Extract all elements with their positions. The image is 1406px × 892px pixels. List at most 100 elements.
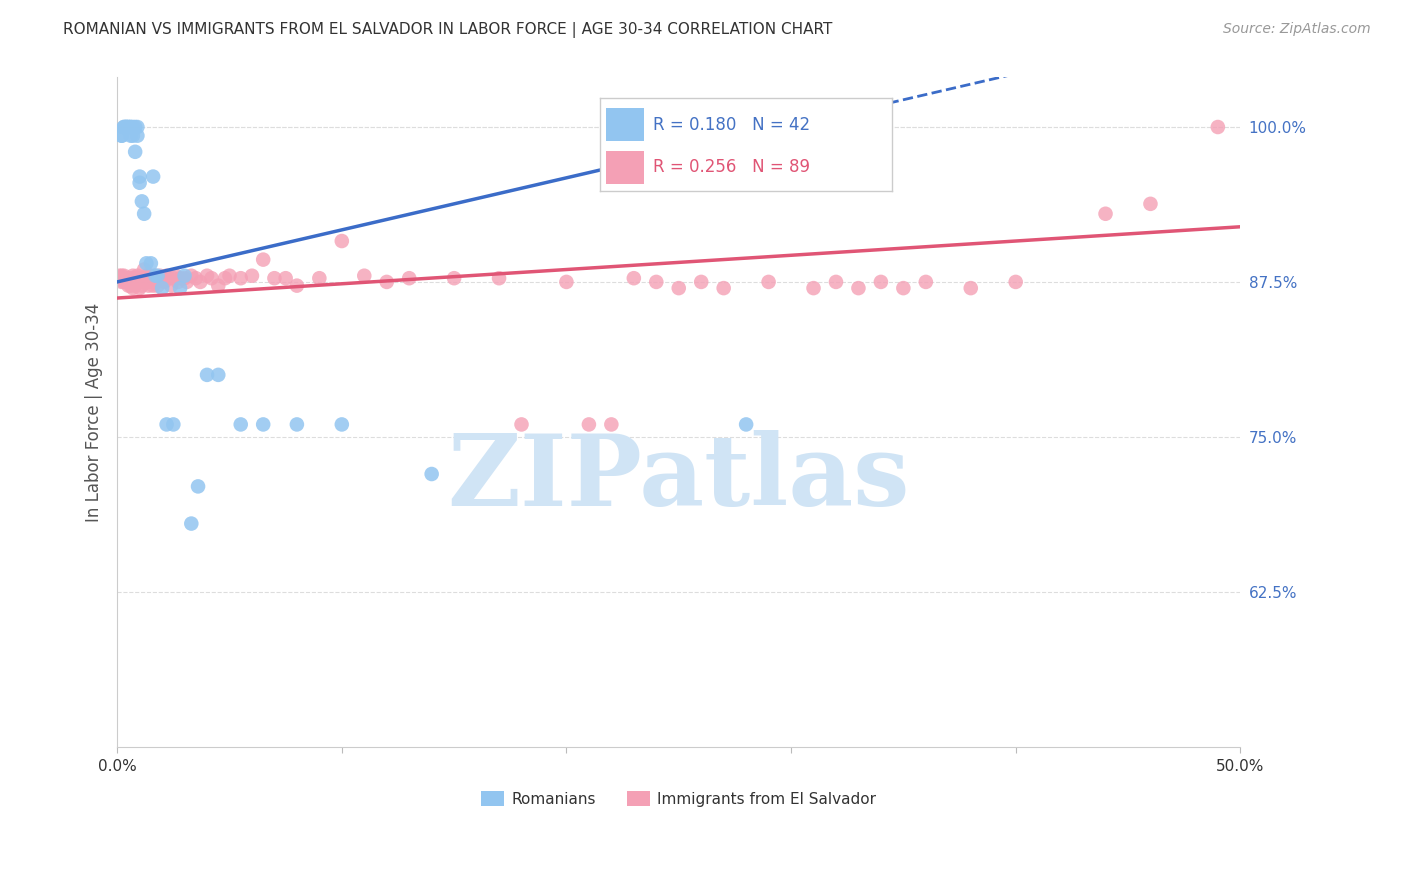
Point <box>134 262 156 277</box>
Point <box>398 271 420 285</box>
Point <box>162 271 184 285</box>
Point <box>117 278 139 293</box>
Point <box>145 268 167 283</box>
Point <box>115 120 138 134</box>
Point <box>510 417 533 432</box>
Point <box>138 278 160 293</box>
Point <box>139 268 162 283</box>
Point <box>120 278 142 293</box>
Point <box>623 271 645 285</box>
Point <box>218 268 240 283</box>
Point <box>124 120 146 134</box>
Point <box>155 417 177 432</box>
Point <box>131 278 153 293</box>
Point <box>128 176 150 190</box>
Point <box>124 145 146 159</box>
Point <box>180 516 202 531</box>
Point <box>645 275 668 289</box>
Point <box>488 271 510 285</box>
Text: ZIPatlas: ZIPatlas <box>447 431 910 527</box>
Point <box>135 256 157 270</box>
Text: ROMANIAN VS IMMIGRANTS FROM EL SALVADOR IN LABOR FORCE | AGE 30-34 CORRELATION C: ROMANIAN VS IMMIGRANTS FROM EL SALVADOR … <box>63 22 832 38</box>
Point <box>285 417 308 432</box>
Point <box>848 281 870 295</box>
Point <box>150 271 173 285</box>
Point <box>115 120 138 134</box>
Point <box>146 278 169 293</box>
Point <box>959 281 981 295</box>
Point <box>120 128 142 143</box>
Point <box>195 368 218 382</box>
Point <box>127 120 149 134</box>
Point <box>146 268 169 283</box>
Point <box>134 271 156 285</box>
Point <box>117 271 139 285</box>
Point <box>555 275 578 289</box>
Point <box>162 417 184 432</box>
Point <box>128 281 150 295</box>
Point <box>128 169 150 184</box>
Point <box>117 120 139 134</box>
Point <box>131 194 153 209</box>
Point <box>122 268 145 283</box>
Point <box>1206 120 1229 134</box>
Point <box>142 271 165 285</box>
Point <box>713 281 735 295</box>
Point <box>443 271 465 285</box>
Point <box>690 275 713 289</box>
Point <box>139 256 162 270</box>
Point <box>187 479 209 493</box>
Point <box>180 268 202 283</box>
Point <box>229 417 252 432</box>
Point <box>169 271 191 285</box>
Point <box>122 275 145 289</box>
Point <box>115 275 138 289</box>
Point <box>176 275 198 289</box>
Point <box>758 275 780 289</box>
Point <box>111 275 134 289</box>
Point <box>157 271 180 285</box>
Point <box>124 278 146 293</box>
Point <box>142 278 165 293</box>
Point <box>138 271 160 285</box>
Point <box>1004 275 1026 289</box>
Point <box>252 252 274 267</box>
Point <box>893 281 915 295</box>
Point <box>124 271 146 285</box>
Point <box>803 281 825 295</box>
Point <box>600 417 623 432</box>
Point <box>112 120 135 134</box>
Point <box>169 281 191 295</box>
Point <box>149 268 172 283</box>
Point <box>139 275 162 289</box>
Point <box>131 271 153 285</box>
Point <box>207 278 229 293</box>
Point <box>214 271 236 285</box>
Point <box>120 120 142 134</box>
Point <box>122 128 145 143</box>
Point <box>142 169 165 184</box>
Point <box>112 120 135 134</box>
Text: Source: ZipAtlas.com: Source: ZipAtlas.com <box>1223 22 1371 37</box>
Point <box>111 128 134 143</box>
Point <box>308 271 330 285</box>
Point <box>252 417 274 432</box>
Y-axis label: In Labor Force | Age 30-34: In Labor Force | Age 30-34 <box>86 302 103 522</box>
Point <box>420 467 443 481</box>
Point <box>173 271 195 285</box>
Point <box>263 271 285 285</box>
Point <box>195 268 218 283</box>
Point <box>117 120 139 134</box>
Point <box>578 417 600 432</box>
Legend: Romanians, Immigrants from El Salvador: Romanians, Immigrants from El Salvador <box>475 784 883 813</box>
Point <box>145 268 167 283</box>
Point <box>207 368 229 382</box>
Point <box>165 268 187 283</box>
Point <box>127 128 149 143</box>
Point <box>127 268 149 283</box>
Point <box>188 275 211 289</box>
Point <box>155 268 177 283</box>
Point <box>128 271 150 285</box>
Point <box>160 278 183 293</box>
Point <box>128 275 150 289</box>
